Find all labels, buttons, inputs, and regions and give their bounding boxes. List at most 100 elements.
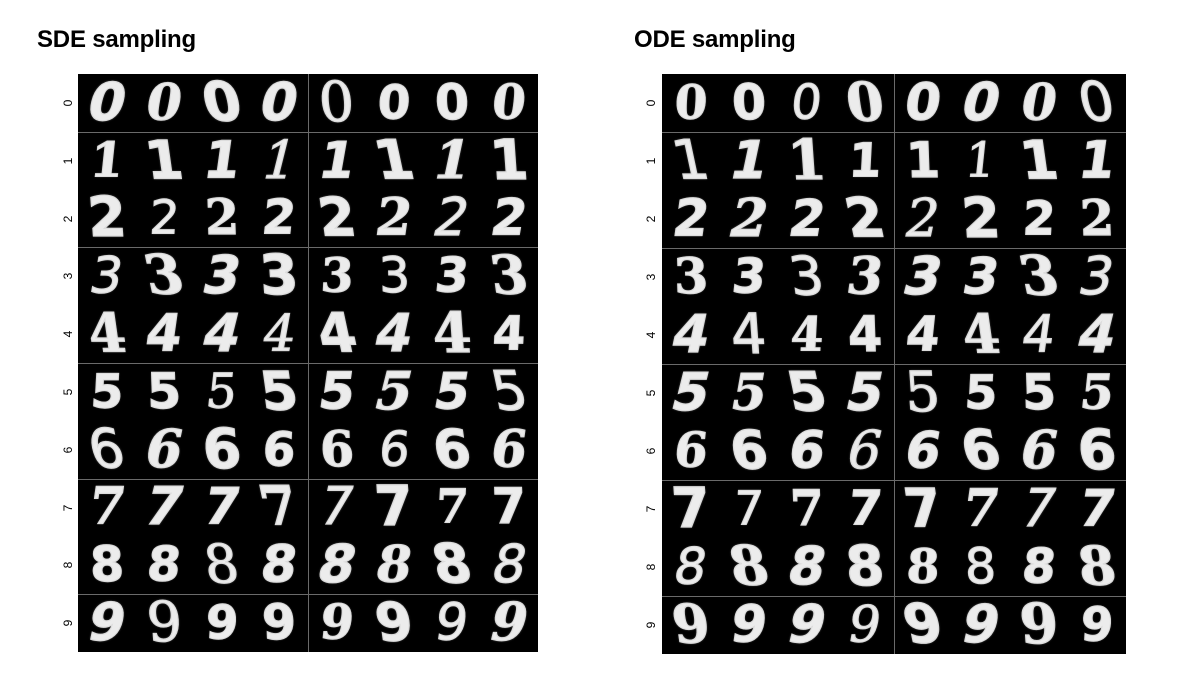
digit-sample-tile: 9 bbox=[778, 596, 836, 654]
digit-sample-glyph: 5 bbox=[665, 364, 717, 422]
digit-sample-glyph: 7 bbox=[900, 480, 947, 538]
digit-sample-glyph: 9 bbox=[667, 596, 714, 654]
digit-sample-tile: 9 bbox=[720, 596, 778, 654]
digit-sample-glyph: 3 bbox=[1013, 248, 1065, 306]
row-label: 2 bbox=[644, 215, 658, 223]
digit-sample-glyph: 9 bbox=[1017, 596, 1061, 654]
digit-sample-tile: 8 bbox=[1010, 538, 1068, 596]
digit-sample-tile: 6 bbox=[894, 422, 952, 480]
digit-sample-tile: 4 bbox=[952, 306, 1010, 364]
digit-sample-tile: 5 bbox=[894, 364, 952, 422]
digit-sample-glyph: 9 bbox=[843, 596, 886, 654]
digit-sample-tile: 7 bbox=[1068, 480, 1126, 538]
digit-sample-glyph: 6 bbox=[785, 422, 830, 480]
digit-sample-tile: 9 bbox=[836, 596, 894, 654]
digit-sample-tile: 1 bbox=[1068, 132, 1126, 190]
tile-separator bbox=[662, 132, 1126, 133]
digit-sample-tile: 6 bbox=[778, 422, 836, 480]
digit-sample-glyph: 6 bbox=[671, 422, 711, 479]
row-label: 8 bbox=[644, 563, 658, 571]
digit-sample-tile: 8 bbox=[720, 538, 778, 596]
digit-sample-glyph: 1 bbox=[962, 133, 1000, 189]
digit-sample-tile: 9 bbox=[662, 596, 720, 654]
digit-sample-tile: 5 bbox=[1010, 364, 1068, 422]
digit-sample-tile: 6 bbox=[1010, 422, 1068, 480]
digit-sample-tile: 6 bbox=[836, 422, 894, 480]
digit-sample-glyph: 8 bbox=[669, 538, 712, 596]
digit-sample-glyph: 3 bbox=[897, 248, 949, 306]
digit-sample-tile: 7 bbox=[836, 480, 894, 538]
digit-sample-glyph: 6 bbox=[900, 422, 946, 480]
digit-sample-tile: 8 bbox=[778, 538, 836, 596]
digit-sample-tile: 0 bbox=[720, 74, 778, 132]
tile-separator bbox=[662, 480, 1126, 481]
digit-sample-tile: 4 bbox=[894, 306, 952, 364]
digit-sample-glyph: 5 bbox=[903, 364, 944, 422]
digit-sample-glyph: 0 bbox=[673, 75, 710, 131]
digit-sample-tile: 0 bbox=[1010, 74, 1068, 132]
digit-sample-tile: 2 bbox=[1068, 190, 1126, 248]
row-label: 4 bbox=[644, 331, 658, 339]
digit-sample-tile: 1 bbox=[778, 132, 836, 190]
digit-sample-glyph: 0 bbox=[841, 74, 888, 132]
digit-sample-glyph: 9 bbox=[897, 596, 949, 654]
digit-sample-glyph: 8 bbox=[905, 539, 942, 595]
digit-sample-glyph: 2 bbox=[1078, 190, 1115, 248]
digit-sample-glyph: 1 bbox=[847, 133, 883, 188]
digit-sample-tile: 1 bbox=[1010, 132, 1068, 190]
digit-sample-tile: 3 bbox=[662, 248, 720, 306]
digit-sample-glyph: 6 bbox=[955, 422, 1007, 480]
digit-sample-glyph: 2 bbox=[839, 190, 891, 248]
digit-sample-tile: 3 bbox=[836, 248, 894, 306]
digit-sample-glyph: 4 bbox=[1071, 306, 1123, 364]
digit-sample-glyph: 1 bbox=[1016, 132, 1063, 190]
tile-separator bbox=[78, 363, 538, 364]
digit-sample-tile: 0 bbox=[894, 74, 952, 132]
digit-sample-tile: 1 bbox=[894, 132, 952, 190]
digit-sample-tile: 2 bbox=[662, 190, 720, 248]
digit-sample-tile: 9 bbox=[952, 596, 1010, 654]
digit-sample-glyph: 4 bbox=[666, 306, 716, 364]
tile-separator bbox=[78, 478, 538, 480]
ode-panel-title: ODE sampling bbox=[634, 26, 796, 53]
digit-sample-tile: 1 bbox=[720, 132, 778, 190]
sde-panel-title: SDE sampling bbox=[37, 26, 196, 53]
digit-sample-glyph: 5 bbox=[1020, 364, 1057, 422]
digit-sample-tile: 4 bbox=[778, 306, 836, 364]
digit-sample-tile: 5 bbox=[836, 364, 894, 422]
digit-sample-glyph: 7 bbox=[845, 481, 885, 537]
digit-sample-tile: 3 bbox=[894, 248, 952, 306]
digit-sample-glyph: 9 bbox=[727, 596, 772, 654]
digit-sample-tile: 3 bbox=[720, 248, 778, 306]
tile-separator bbox=[78, 594, 538, 596]
digit-sample-tile: 8 bbox=[952, 538, 1010, 596]
digit-sample-glyph: 4 bbox=[846, 306, 883, 364]
digit-sample-glyph: 7 bbox=[669, 480, 713, 538]
digit-sample-tile: 7 bbox=[778, 480, 836, 538]
digit-sample-tile: 8 bbox=[1068, 538, 1126, 596]
digit-sample-tile: 7 bbox=[894, 480, 952, 538]
digit-sample-glyph: 2 bbox=[1021, 191, 1057, 246]
digit-sample-glyph: 4 bbox=[957, 306, 1004, 364]
digit-sample-glyph: 0 bbox=[730, 74, 767, 132]
digit-sample-tile: 3 bbox=[1010, 248, 1068, 306]
digit-sample-glyph: 1 bbox=[724, 132, 774, 190]
digit-sample-tile: 5 bbox=[952, 364, 1010, 422]
digit-sample-tile: 2 bbox=[778, 190, 836, 248]
digit-sample-glyph: 7 bbox=[1074, 480, 1120, 538]
digit-sample-tile: 8 bbox=[662, 538, 720, 596]
digit-sample-tile: 2 bbox=[894, 190, 952, 248]
digit-sample-glyph: 2 bbox=[669, 190, 714, 248]
digit-sample-glyph: 8 bbox=[782, 538, 832, 596]
digit-sample-glyph: 9 bbox=[956, 596, 1006, 654]
digit-sample-glyph: 4 bbox=[729, 306, 770, 364]
digit-sample-tile: 2 bbox=[1010, 190, 1068, 248]
digit-sample-tile: 4 bbox=[1068, 306, 1126, 364]
digit-sample-glyph: 7 bbox=[959, 480, 1004, 538]
digit-sample-glyph: 8 bbox=[1019, 539, 1059, 595]
digit-sample-tile: 5 bbox=[662, 364, 720, 422]
digit-sample-glyph: 6 bbox=[726, 422, 773, 480]
